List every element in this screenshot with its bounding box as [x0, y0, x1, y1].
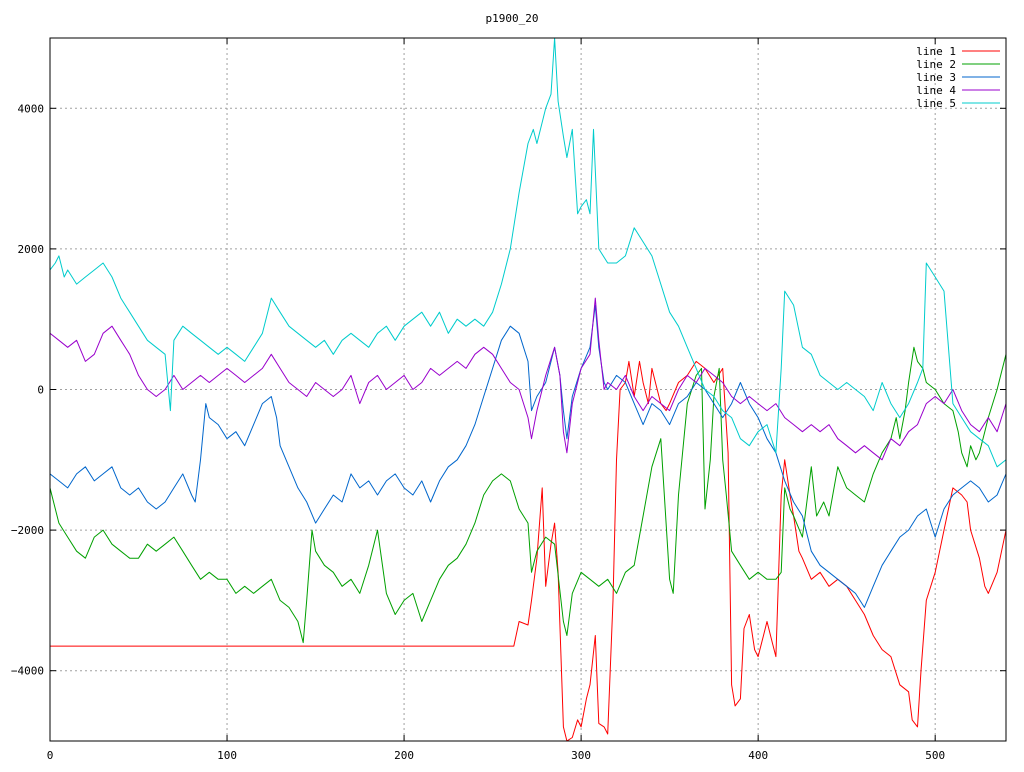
legend-label-2: line 2 [916, 58, 956, 71]
y-tick-label: 4000 [18, 102, 45, 115]
y-tick-label: −2000 [11, 524, 44, 537]
grid [49, 38, 1006, 741]
y-tick-label: 0 [37, 384, 44, 397]
legend-label-5: line 5 [916, 97, 956, 110]
x-tick-label: 400 [748, 749, 768, 762]
series-lines [50, 38, 1006, 741]
series-line-3 [50, 304, 1006, 608]
x-tick-label: 200 [394, 749, 414, 762]
y-tick-label: −4000 [11, 665, 44, 678]
series-line-5 [50, 38, 1006, 468]
x-tick-label: 0 [47, 749, 54, 762]
series-line-2 [50, 346, 1006, 644]
x-tick-label: 500 [925, 749, 945, 762]
series-line-4 [50, 297, 1006, 461]
legend-label-3: line 3 [916, 71, 956, 84]
legend-label-4: line 4 [916, 84, 956, 97]
axis-ticks: 0 100 200 300 400 500 −4000 −2000 0 2000 4000 [11, 38, 1006, 762]
y-tick-label: 2000 [18, 243, 45, 256]
legend-label-1: line 1 [916, 45, 956, 58]
x-tick-label: 300 [571, 749, 591, 762]
x-tick-label: 100 [217, 749, 237, 762]
chart-title: p1900_20 [486, 12, 539, 25]
